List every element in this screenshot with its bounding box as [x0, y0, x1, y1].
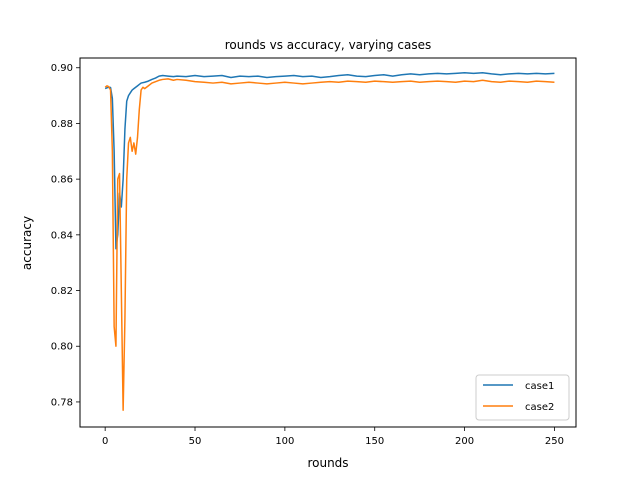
y-axis-label: accuracy: [20, 216, 34, 270]
y-tick-label: 0.90: [51, 63, 73, 74]
series-lines: [104, 72, 555, 412]
x-tick-label: 0: [102, 436, 108, 447]
series-line-case2: [104, 78, 555, 412]
x-tick-label: 150: [365, 436, 384, 447]
x-tick-label: 50: [189, 436, 202, 447]
y-axis-ticks: 0.78 0.80 0.82 0.84 0.86 0.88 0.90: [51, 63, 80, 408]
legend-label-case2: case2: [525, 402, 554, 413]
chart-title: rounds vs accuracy, varying cases: [225, 38, 432, 52]
x-tick-label: 100: [275, 436, 294, 447]
y-tick-label: 0.78: [51, 397, 73, 408]
y-tick-label: 0.84: [51, 230, 73, 241]
y-tick-label: 0.80: [51, 342, 73, 353]
y-tick-label: 0.88: [51, 119, 73, 130]
axes-frame: [79, 57, 577, 428]
y-tick-label: 0.86: [51, 175, 73, 186]
x-tick-label: 250: [545, 436, 564, 447]
legend: case1 case2: [475, 374, 570, 421]
x-axis-label: rounds: [307, 456, 348, 470]
legend-label-case1: case1: [525, 381, 554, 392]
y-tick-label: 0.82: [51, 286, 73, 297]
plot-area: 0 50 100 150 200 250 0.78 0.80 0.82 0.84 0.86 0.88…: [51, 57, 577, 447]
legend-box: [475, 374, 570, 421]
x-tick-label: 200: [455, 436, 474, 447]
x-axis-ticks: 0 50 100 150 200 250: [102, 427, 564, 447]
series-line-case1: [104, 72, 555, 250]
